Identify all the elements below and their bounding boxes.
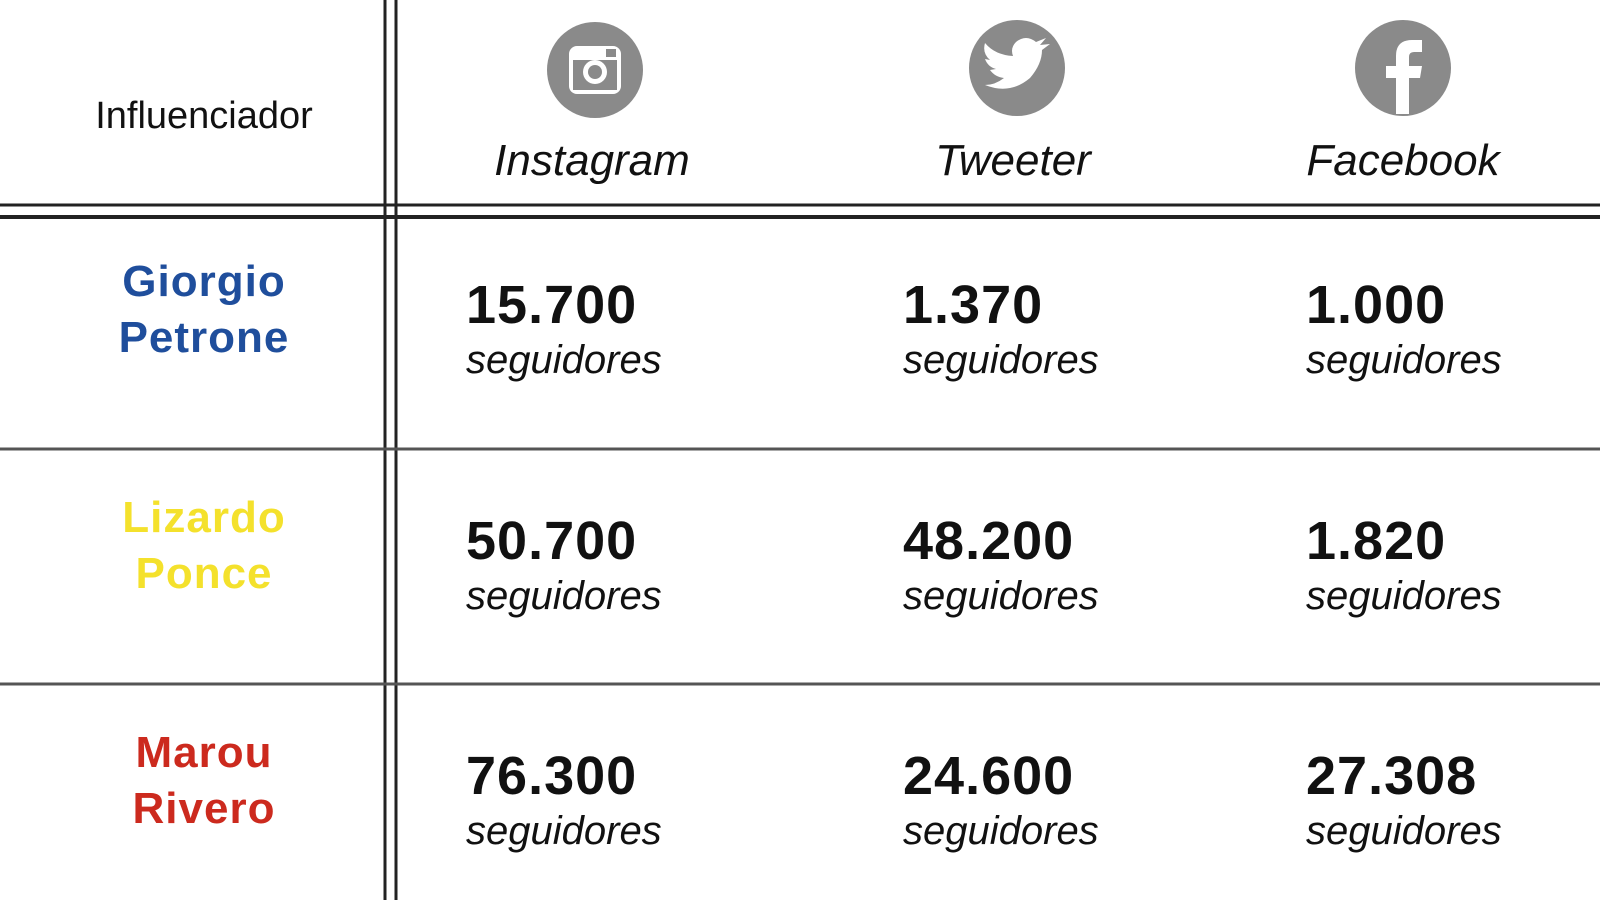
header-title: Influenciador	[95, 95, 313, 137]
column-header: Instagram	[494, 136, 690, 185]
follower-unit: seguidores	[466, 574, 662, 618]
follower-count: 48.200	[903, 511, 1075, 571]
follower-unit: seguidores	[466, 809, 662, 853]
follower-unit: seguidores	[1306, 809, 1502, 853]
instagram-icon	[547, 22, 643, 118]
follower-count: 50.700	[466, 511, 638, 571]
influencer-name: Marou Rivero	[132, 728, 276, 833]
follower-unit: seguidores	[903, 574, 1099, 618]
follower-count: 76.300	[466, 746, 638, 806]
follower-unit: seguidores	[903, 809, 1099, 853]
follower-count: 1.820	[1306, 511, 1447, 571]
follower-count: 1.370	[903, 275, 1044, 335]
column-header: Tweeter	[935, 136, 1091, 185]
follower-count: 1.000	[1306, 275, 1447, 335]
influencer-name: Giorgio Petrone	[118, 257, 290, 362]
follower-count: 24.600	[903, 746, 1075, 806]
facebook-icon	[1355, 20, 1451, 116]
influencer-name: Lizardo Ponce	[122, 493, 286, 598]
column-header: Facebook	[1306, 136, 1500, 185]
follower-count: 27.308	[1306, 746, 1478, 806]
follower-unit: seguidores	[1306, 574, 1502, 618]
follower-unit: seguidores	[466, 338, 662, 382]
follower-unit: seguidores	[1306, 338, 1502, 382]
follower-count: 15.700	[466, 275, 638, 335]
follower-unit: seguidores	[903, 338, 1099, 382]
twitter-icon	[969, 20, 1065, 116]
